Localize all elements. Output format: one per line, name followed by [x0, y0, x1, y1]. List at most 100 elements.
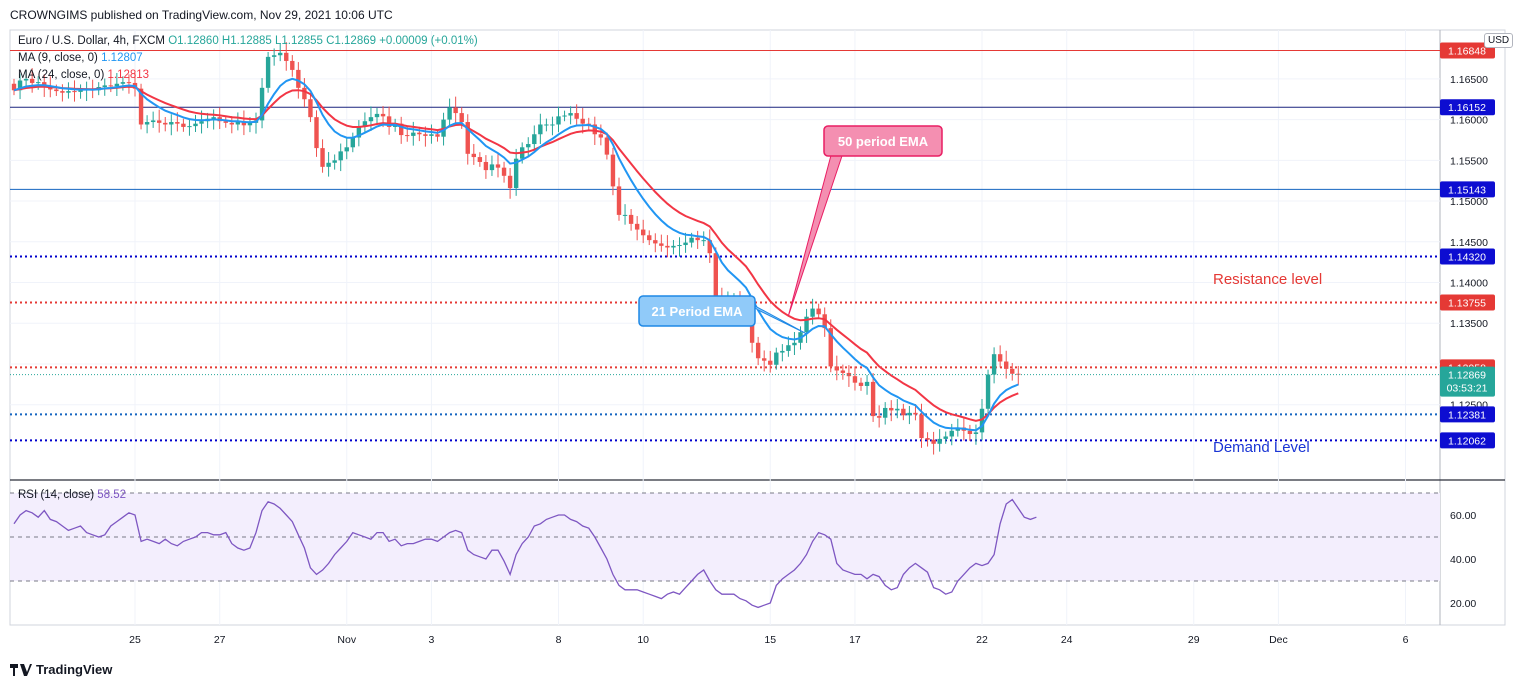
- x-tick-label: 6: [1403, 634, 1409, 646]
- price-tick-label: 1.16500: [1450, 74, 1488, 86]
- ema50-callout-label: 50 period EMA: [838, 134, 929, 149]
- last-price-label: 1.12869: [1448, 370, 1486, 382]
- candle-body: [23, 78, 29, 81]
- candle-body: [695, 237, 700, 241]
- level-price-box: [1440, 406, 1495, 423]
- candle-body: [973, 432, 979, 435]
- candle-body: [138, 88, 144, 125]
- candle-body: [495, 164, 501, 168]
- rsi-line: [13, 498, 1037, 609]
- rsi-value: 58.52: [97, 489, 127, 501]
- level-price-box: [1440, 99, 1495, 116]
- candle-body: [489, 164, 495, 171]
- candle-body: [29, 78, 35, 83]
- candle-body: [483, 161, 489, 171]
- x-tick-label: 24: [1061, 634, 1073, 646]
- candle-body: [72, 91, 77, 93]
- candle-body: [677, 245, 682, 247]
- candle-body: [187, 126, 192, 128]
- candle-body: [265, 56, 271, 88]
- x-tick-label: 17: [849, 634, 861, 646]
- candle-body: [356, 126, 362, 138]
- countdown-label: 03:53:21: [1447, 383, 1488, 395]
- candle-body: [574, 113, 579, 119]
- candle-body: [689, 237, 694, 243]
- candle-body: [17, 80, 23, 91]
- candle-body: [592, 124, 597, 135]
- candle-body: [997, 354, 1003, 362]
- candle-body: [907, 412, 912, 416]
- candle-body: [284, 52, 289, 61]
- candle-body: [435, 134, 440, 137]
- candle-body: [423, 134, 428, 136]
- candle-body: [1004, 361, 1009, 369]
- rsi-label: RSI (14, close): [18, 489, 95, 501]
- candle-body: [405, 135, 410, 137]
- ema21-callout-box: [638, 295, 756, 327]
- candle-body: [604, 137, 610, 155]
- price-tick-label: 1.15500: [1450, 155, 1488, 167]
- rsi-legend: RSI (14, close) 58.52: [18, 489, 126, 501]
- candle-body: [1010, 368, 1015, 374]
- candle-body: [320, 148, 325, 167]
- candle-body: [526, 144, 531, 148]
- candle-body: [513, 158, 519, 189]
- candle-body: [78, 90, 83, 92]
- candle-body: [550, 124, 555, 126]
- rsi-tick-label: 40.00: [1450, 554, 1476, 566]
- candle-body: [701, 240, 706, 242]
- candle-body: [235, 121, 241, 125]
- ema50-callout-box: [823, 125, 943, 157]
- candle-body: [622, 214, 628, 216]
- published-header: CROWNGIMS published on TradingView.com, …: [10, 8, 393, 22]
- candle-body: [598, 134, 604, 138]
- candle-body: [634, 223, 640, 230]
- candle-body: [108, 85, 113, 87]
- candle-body: [749, 312, 755, 343]
- candle-body: [380, 113, 386, 117]
- chart-frame: [9, 29, 1506, 626]
- candle-body: [556, 116, 561, 125]
- candle-body: [544, 124, 549, 126]
- candle-body: [54, 89, 59, 92]
- candle-body: [120, 82, 126, 84]
- candle-body: [290, 60, 295, 70]
- candle-body: [937, 438, 942, 444]
- x-tick-label: Dec: [1269, 634, 1288, 646]
- level-price-box: [1440, 42, 1495, 59]
- currency-button[interactable]: USD: [1484, 33, 1514, 48]
- candle-body: [919, 414, 924, 439]
- rsi-tick-label: 20.00: [1450, 598, 1476, 610]
- candle-body: [870, 381, 876, 417]
- candle-body: [211, 117, 216, 119]
- candle-body: [368, 117, 374, 122]
- candle-body: [967, 430, 973, 435]
- candle-body: [157, 120, 162, 123]
- candle-body: [562, 115, 567, 117]
- candle-body: [943, 436, 948, 439]
- candle-body: [840, 370, 846, 373]
- x-tick-label: 15: [764, 634, 776, 646]
- level-price-label: 1.14320: [1448, 251, 1486, 263]
- candle-body: [985, 374, 991, 409]
- candle-body: [610, 154, 616, 187]
- candle-body: [399, 123, 404, 136]
- candle-body: [913, 412, 918, 415]
- level-price-label: 1.15143: [1448, 184, 1486, 196]
- brand-label: TradingView: [36, 662, 113, 677]
- candle-body: [386, 116, 392, 127]
- candle-body: [465, 122, 470, 154]
- candle-body: [883, 407, 888, 418]
- candle-body: [477, 157, 483, 162]
- resistance-label: Resistance level: [1213, 271, 1322, 288]
- price-tick-label: 1.14500: [1450, 237, 1488, 249]
- candle-body: [889, 407, 894, 411]
- candle-body: [66, 91, 71, 93]
- candle-body: [901, 408, 906, 416]
- candle-body: [114, 83, 120, 87]
- tradingview-brand[interactable]: TradingView: [10, 662, 112, 677]
- x-tick-label: 8: [556, 634, 562, 646]
- candle-body: [822, 314, 827, 329]
- candle-body: [241, 121, 247, 126]
